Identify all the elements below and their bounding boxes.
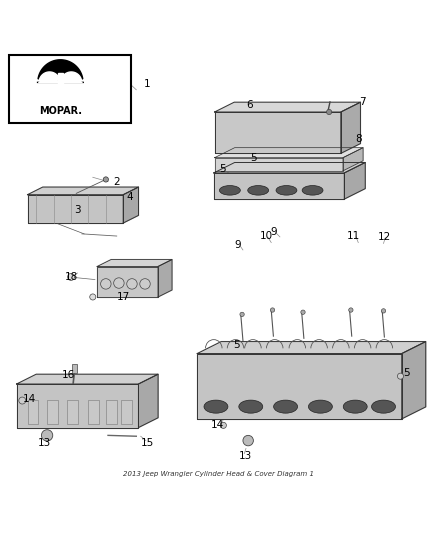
- Text: 14: 14: [23, 394, 36, 404]
- Text: 2013 Jeep Wrangler Cylinder Head & Cover Diagram 1: 2013 Jeep Wrangler Cylinder Head & Cover…: [124, 471, 314, 477]
- Circle shape: [114, 278, 124, 288]
- Text: 10: 10: [259, 231, 272, 241]
- Bar: [28, 400, 39, 424]
- Text: 8: 8: [355, 134, 362, 144]
- Polygon shape: [38, 72, 61, 83]
- Circle shape: [270, 308, 275, 312]
- Bar: [47, 400, 58, 424]
- Text: 18: 18: [64, 272, 78, 282]
- Polygon shape: [197, 353, 402, 419]
- Ellipse shape: [308, 400, 332, 413]
- Polygon shape: [60, 72, 83, 83]
- Circle shape: [67, 273, 74, 280]
- Circle shape: [42, 430, 53, 441]
- Polygon shape: [17, 384, 138, 427]
- Text: 17: 17: [117, 292, 130, 302]
- Circle shape: [397, 373, 403, 379]
- Text: 13: 13: [37, 438, 51, 448]
- Text: 5: 5: [403, 368, 410, 378]
- Polygon shape: [123, 187, 138, 223]
- Bar: [72, 364, 77, 373]
- Text: 5: 5: [251, 152, 257, 163]
- Polygon shape: [17, 374, 158, 384]
- Circle shape: [103, 177, 109, 182]
- Circle shape: [301, 310, 305, 314]
- Text: 15: 15: [141, 438, 154, 448]
- Circle shape: [349, 308, 353, 312]
- Text: 2: 2: [113, 176, 120, 187]
- Ellipse shape: [239, 400, 263, 413]
- Text: 12: 12: [378, 232, 391, 242]
- Bar: [88, 400, 99, 424]
- Polygon shape: [197, 342, 426, 353]
- Polygon shape: [138, 374, 158, 427]
- Circle shape: [90, 294, 96, 300]
- Circle shape: [220, 422, 226, 429]
- Ellipse shape: [204, 400, 228, 413]
- Bar: [106, 400, 117, 424]
- Text: 5: 5: [219, 164, 226, 174]
- Ellipse shape: [302, 185, 323, 195]
- Text: 1: 1: [144, 79, 151, 88]
- Polygon shape: [215, 112, 341, 154]
- Ellipse shape: [274, 400, 297, 413]
- Text: 13: 13: [238, 451, 252, 461]
- Polygon shape: [402, 342, 426, 419]
- Bar: [121, 400, 132, 424]
- Polygon shape: [341, 102, 360, 154]
- Polygon shape: [97, 260, 172, 266]
- Circle shape: [243, 435, 253, 446]
- Polygon shape: [28, 195, 123, 223]
- Circle shape: [240, 312, 244, 317]
- Ellipse shape: [371, 400, 396, 413]
- Bar: [67, 400, 78, 424]
- Ellipse shape: [276, 185, 297, 195]
- Ellipse shape: [219, 185, 240, 195]
- Circle shape: [326, 109, 332, 115]
- Text: 4: 4: [127, 192, 133, 202]
- Polygon shape: [215, 158, 343, 171]
- Text: 9: 9: [234, 240, 240, 250]
- Text: 14: 14: [211, 421, 224, 430]
- Text: 7: 7: [359, 97, 366, 107]
- Polygon shape: [215, 102, 360, 112]
- Ellipse shape: [343, 400, 367, 413]
- Text: 3: 3: [74, 205, 81, 215]
- Ellipse shape: [248, 185, 268, 195]
- Bar: [58, 73, 63, 85]
- Text: 11: 11: [347, 231, 360, 241]
- Text: MOPAR.: MOPAR.: [39, 106, 82, 116]
- Circle shape: [127, 279, 137, 289]
- Text: 16: 16: [62, 370, 75, 381]
- Polygon shape: [343, 148, 363, 171]
- Circle shape: [19, 397, 26, 404]
- Bar: [9, 55, 131, 123]
- Circle shape: [140, 279, 150, 289]
- Circle shape: [101, 279, 111, 289]
- Polygon shape: [28, 187, 138, 195]
- Polygon shape: [214, 163, 365, 173]
- Polygon shape: [158, 260, 172, 297]
- Polygon shape: [214, 173, 344, 199]
- Circle shape: [381, 309, 386, 313]
- Text: 5: 5: [233, 340, 240, 350]
- Polygon shape: [37, 60, 84, 83]
- Polygon shape: [344, 163, 365, 199]
- Polygon shape: [215, 148, 363, 158]
- Text: 9: 9: [270, 227, 277, 237]
- Text: 6: 6: [246, 100, 253, 110]
- Polygon shape: [97, 266, 158, 297]
